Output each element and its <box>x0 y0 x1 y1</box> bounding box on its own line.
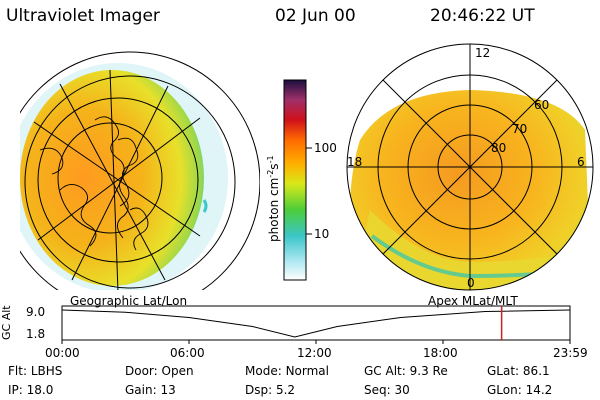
info-dsp: Dsp: 5.2 <box>245 383 296 397</box>
lat-label-70: 70 <box>512 122 528 136</box>
altitude-ytick-1-8: 1.8 <box>26 327 46 341</box>
info-gain: Gain: 13 <box>125 383 176 397</box>
lat-label-80: 80 <box>491 141 507 155</box>
info-mode: Mode: Normal <box>245 364 329 378</box>
mlt-label-18: 18 <box>347 155 363 169</box>
info-glon: GLon: 14.2 <box>487 383 553 397</box>
altitude-series-line <box>61 309 570 338</box>
left-panel-caption: Geographic Lat/Lon <box>70 294 188 308</box>
altitude-xtick-0600: 06:00 <box>170 346 205 360</box>
lat-label-60: 60 <box>534 98 550 112</box>
altitude-xtick-1800: 18:00 <box>423 346 458 360</box>
info-flt: Flt: LBHS <box>8 364 63 378</box>
info-seq: Seq: 30 <box>364 383 410 397</box>
info-door: Door: Open <box>125 364 194 378</box>
instrument-title: Ultraviolet Imager <box>6 6 160 26</box>
altitude-xtick-2359: 23:59 <box>553 346 588 360</box>
mlt-label-6: 6 <box>577 155 585 169</box>
colorbar-tick-100: 100 <box>314 141 337 155</box>
altitude-xtick-0000: 00:00 <box>45 346 80 360</box>
colorbar-tick-10: 10 <box>314 227 330 241</box>
right-panel-caption: Apex MLat/MLT <box>428 294 518 308</box>
altitude-xtick-1200: 12:00 <box>297 346 332 360</box>
info-gc-alt: GC Alt: 9.3 Re <box>364 364 448 378</box>
altitude-ylabel: GC Alt <box>0 305 13 340</box>
info-glat: GLat: 86.1 <box>487 364 550 378</box>
altitude-ytick-9: 9.0 <box>26 305 46 319</box>
mlt-label-12: 12 <box>475 46 491 60</box>
mlt-label-0: 0 <box>467 276 475 290</box>
info-ip: IP: 18.0 <box>8 383 54 397</box>
time-label: 20:46:22 UT <box>430 6 535 26</box>
date-label: 02 Jun 00 <box>275 6 356 26</box>
altitude-x-ticks <box>61 340 571 344</box>
